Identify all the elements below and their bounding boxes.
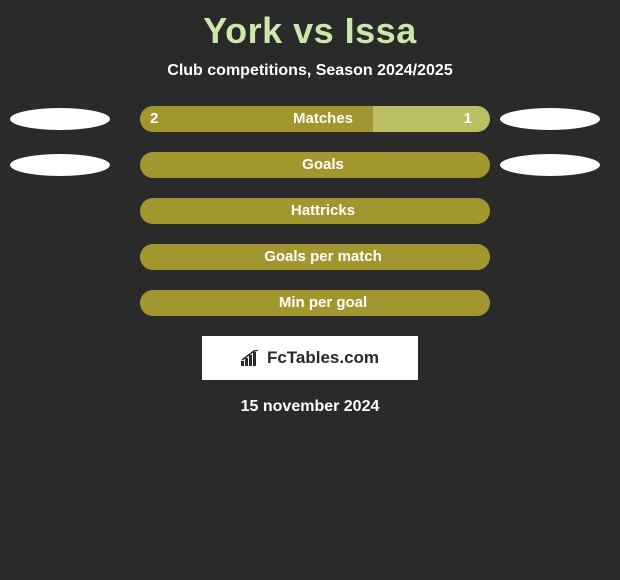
stat-label: Hattricks (140, 198, 498, 224)
player-badge-right (500, 154, 600, 176)
bars-icon (241, 350, 263, 371)
brand-logo: FcTables.com (202, 336, 418, 380)
stat-row: Goals (0, 152, 620, 178)
page-title: York vs Issa (0, 10, 620, 52)
date-label: 15 november 2024 (0, 398, 620, 416)
stat-row: Min per goal (0, 290, 620, 316)
stat-value-left: 2 (150, 106, 158, 132)
player-badge-left (10, 108, 110, 130)
stat-row: Hattricks (0, 198, 620, 224)
player-badge-left (10, 154, 110, 176)
stat-value-right: 1 (464, 106, 472, 132)
stats-container: Matches2 1 Goals Hattricks Goals per match Mi… (0, 106, 620, 316)
stat-label: Matches (140, 106, 498, 132)
page-subtitle: Club competitions, Season 2024/2025 (0, 62, 620, 80)
brand-logo-text: FcTables.com (267, 348, 379, 368)
stat-label: Goals per match (140, 244, 498, 270)
stat-label: Goals (140, 152, 498, 178)
stat-label: Min per goal (140, 290, 498, 316)
player-badge-right (500, 108, 600, 130)
stat-row: Matches2 1 (0, 106, 620, 132)
stat-row: Goals per match (0, 244, 620, 270)
